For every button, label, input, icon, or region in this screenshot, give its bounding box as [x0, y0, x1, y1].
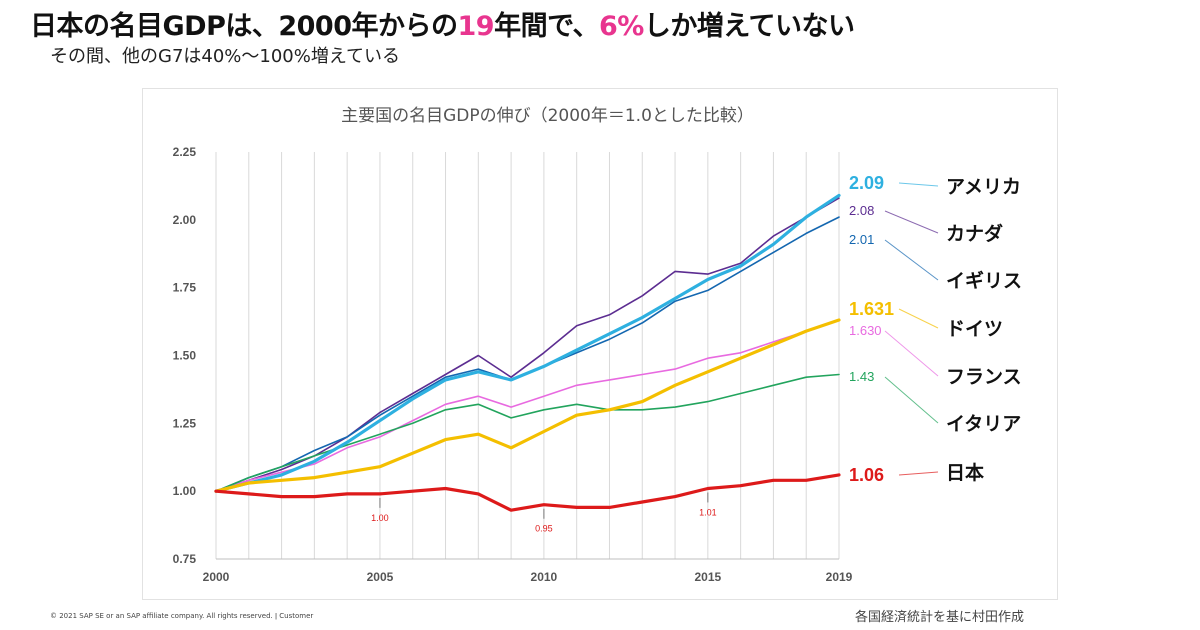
leader-line [884, 210, 939, 234]
source-note: 各国経済統計を基に村田作成 [855, 610, 1025, 625]
end-value-label: 1.630 [849, 323, 882, 338]
series-line-日本 [214, 473, 841, 512]
headline-percent: 6% [599, 11, 644, 42]
end-value-label: 2.08 [849, 203, 874, 218]
y-tick-label: 1.75 [173, 281, 197, 295]
leader-line [898, 182, 939, 187]
series-name-日本: 日本 [946, 461, 984, 484]
headline-part2: 年間で、 [494, 11, 600, 42]
chart-title: 主要国の名目GDPの伸び（2000年＝1.0とした比較） [341, 106, 754, 126]
series-name-ドイツ: ドイツ [946, 318, 1003, 340]
end-value-label: 1.06 [849, 465, 884, 485]
y-tick-label: 1.25 [173, 416, 197, 430]
series-name-イギリス: イギリス [946, 270, 1022, 292]
subheadline: その間、他のG7は40%～100%増えている [50, 46, 400, 67]
copyright-notice: © 2021 SAP SE or an SAP affiliate compan… [50, 612, 314, 620]
end-value-label: 1.631 [849, 299, 894, 319]
series-line-アメリカ [214, 193, 841, 493]
y-tick-label: 0.75 [173, 552, 197, 566]
gdp-growth-line-chart: 主要国の名目GDPの伸び（2000年＝1.0とした比較） 0.75 1.00 1.25… [173, 106, 1022, 584]
x-tick-label: 2000 [203, 570, 230, 584]
series-name-イタリア: イタリア [946, 413, 1021, 435]
x-tick-label: 2010 [531, 570, 558, 584]
annotation-label: 0.95 [535, 524, 553, 534]
series-name-アメリカ: アメリカ [946, 176, 1021, 198]
x-tick-label: 2015 [694, 570, 721, 584]
annotation-label: 1.01 [699, 507, 717, 517]
series-line-カナダ [215, 197, 840, 493]
y-tick-label: 2.25 [173, 145, 197, 159]
series-name-カナダ: カナダ [946, 222, 1003, 245]
headline-years: 19 [457, 11, 495, 42]
y-tick-label: 1.00 [173, 484, 197, 498]
leader-line [898, 308, 939, 329]
y-tick-label: 1.50 [173, 349, 197, 363]
end-value-label: 2.01 [849, 232, 874, 247]
x-tick-label: 2005 [367, 570, 394, 584]
y-tick-label: 2.00 [173, 213, 197, 227]
leader-line [884, 239, 939, 281]
end-value-label: 1.43 [849, 369, 874, 384]
x-tick-label: 2019 [826, 570, 853, 584]
series-line-イタリア [215, 373, 840, 493]
leader-line [884, 376, 939, 424]
headline-part3: しか増えていない [643, 11, 855, 42]
chart-frame: 主要国の名目GDPの伸び（2000年＝1.0とした比較） 0.75 1.00 1.25… [142, 88, 1058, 600]
headline-part1: 日本の名目GDPは、2000年からの [30, 11, 458, 42]
series-line-フランス [215, 319, 840, 493]
headline: 日本の名目GDPは、2000年からの19年間で、6%しか増えていない [30, 4, 855, 43]
end-value-label: 2.09 [849, 173, 884, 193]
leader-line [898, 471, 939, 476]
series-name-フランス: フランス [946, 366, 1022, 388]
annotation-label: 1.00 [371, 513, 389, 523]
leader-line [884, 330, 939, 377]
series-line-ドイツ [214, 318, 841, 493]
